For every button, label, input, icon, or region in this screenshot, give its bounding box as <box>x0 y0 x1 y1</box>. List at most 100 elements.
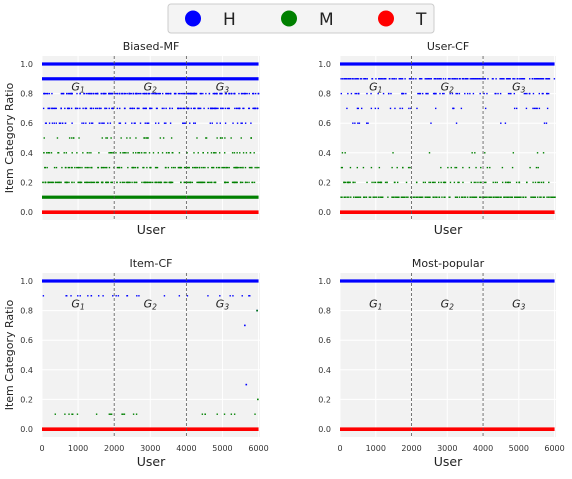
data-point <box>88 92 90 95</box>
data-point <box>86 181 89 184</box>
data-point <box>359 78 362 80</box>
data-point <box>51 107 53 110</box>
data-point <box>144 122 146 124</box>
data-point <box>85 92 88 95</box>
data-point <box>84 181 86 184</box>
data-point <box>193 92 195 95</box>
data-point <box>403 92 405 95</box>
data-point <box>55 107 57 110</box>
data-point <box>196 137 198 139</box>
data-point <box>475 78 477 80</box>
data-point <box>168 92 170 95</box>
y-tick-label: 0.4 <box>318 366 331 375</box>
data-point <box>534 78 536 80</box>
data-point <box>110 413 113 415</box>
data-point <box>61 166 63 169</box>
data-point <box>492 181 494 184</box>
data-point <box>226 107 229 110</box>
data-point <box>231 152 234 154</box>
data-point <box>115 92 117 95</box>
data-point <box>117 166 120 169</box>
data-point <box>178 295 181 297</box>
data-point <box>378 78 381 80</box>
data-point <box>225 92 228 95</box>
data-point <box>155 166 158 169</box>
data-point <box>121 181 124 184</box>
data-point <box>433 196 435 198</box>
data-point <box>347 78 350 80</box>
data-point <box>203 107 205 110</box>
data-point <box>173 92 176 95</box>
data-point <box>74 107 77 110</box>
legend-marker-t <box>378 10 394 27</box>
data-point <box>152 92 155 95</box>
data-point <box>195 92 198 95</box>
data-point <box>221 107 224 110</box>
data-point <box>142 107 144 110</box>
data-point <box>163 122 166 124</box>
data-point <box>133 166 135 169</box>
data-point <box>521 78 524 80</box>
data-point <box>92 92 95 95</box>
data-point <box>178 107 180 110</box>
data-point <box>455 92 457 95</box>
data-point <box>96 107 99 110</box>
data-point <box>400 196 403 198</box>
data-point <box>126 181 129 184</box>
data-point <box>156 107 158 110</box>
data-point <box>357 78 359 80</box>
data-point <box>90 181 92 184</box>
data-point <box>206 181 209 184</box>
data-point <box>546 196 548 198</box>
data-point <box>428 181 430 184</box>
data-point <box>483 78 485 80</box>
data-point <box>184 181 187 184</box>
data-point <box>431 181 434 184</box>
data-point <box>438 78 441 80</box>
data-point <box>213 181 215 184</box>
data-point <box>244 324 246 327</box>
data-point <box>200 92 202 95</box>
data-point <box>247 107 250 110</box>
data-point <box>207 181 210 184</box>
data-point <box>347 181 350 184</box>
data-point <box>138 152 141 154</box>
data-point <box>514 78 516 80</box>
data-point <box>449 92 451 95</box>
data-point <box>180 181 182 184</box>
data-point <box>233 166 235 169</box>
data-point <box>355 92 358 95</box>
data-point <box>532 107 534 110</box>
data-point <box>515 196 517 198</box>
data-point <box>201 181 203 184</box>
data-point <box>252 92 255 95</box>
data-point <box>541 92 544 95</box>
data-point <box>542 92 544 95</box>
data-point <box>471 78 474 80</box>
data-point <box>143 92 145 95</box>
data-point <box>147 122 150 124</box>
data-point <box>109 152 112 154</box>
data-point <box>64 413 66 415</box>
data-point <box>225 166 228 169</box>
panel-title: Item-CF <box>129 257 172 270</box>
x-tick-label: 1000 <box>68 444 88 453</box>
data-point <box>466 92 469 95</box>
data-point <box>68 166 71 169</box>
data-point <box>60 181 62 184</box>
data-point <box>157 181 160 184</box>
data-point <box>67 166 70 169</box>
data-point <box>192 107 195 110</box>
data-point <box>363 196 365 198</box>
data-point <box>223 152 226 154</box>
data-point <box>76 92 78 95</box>
data-point <box>48 92 51 95</box>
panel-title: User-CF <box>427 40 469 53</box>
data-point <box>147 92 150 95</box>
data-point <box>142 166 144 169</box>
x-tick-label: 5000 <box>212 444 232 453</box>
data-point <box>461 78 464 80</box>
data-point <box>479 196 481 198</box>
data-point <box>253 181 256 184</box>
